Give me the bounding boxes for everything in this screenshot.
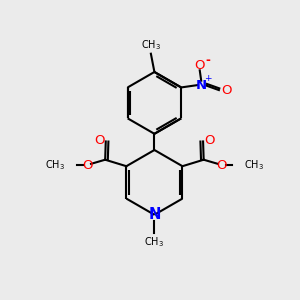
Text: N: N [196,79,207,92]
Text: O: O [194,59,205,72]
Text: CH$_3$: CH$_3$ [244,158,264,172]
Text: +: + [204,74,212,83]
Text: O: O [204,134,215,147]
Text: O: O [82,158,93,172]
Text: N: N [148,207,160,222]
Text: O: O [221,84,232,97]
Text: O: O [94,134,104,147]
Text: O: O [216,158,226,172]
Text: -: - [206,54,210,67]
Text: CH$_3$: CH$_3$ [45,158,65,172]
Text: CH$_3$: CH$_3$ [144,236,164,249]
Text: CH$_3$: CH$_3$ [141,38,161,52]
